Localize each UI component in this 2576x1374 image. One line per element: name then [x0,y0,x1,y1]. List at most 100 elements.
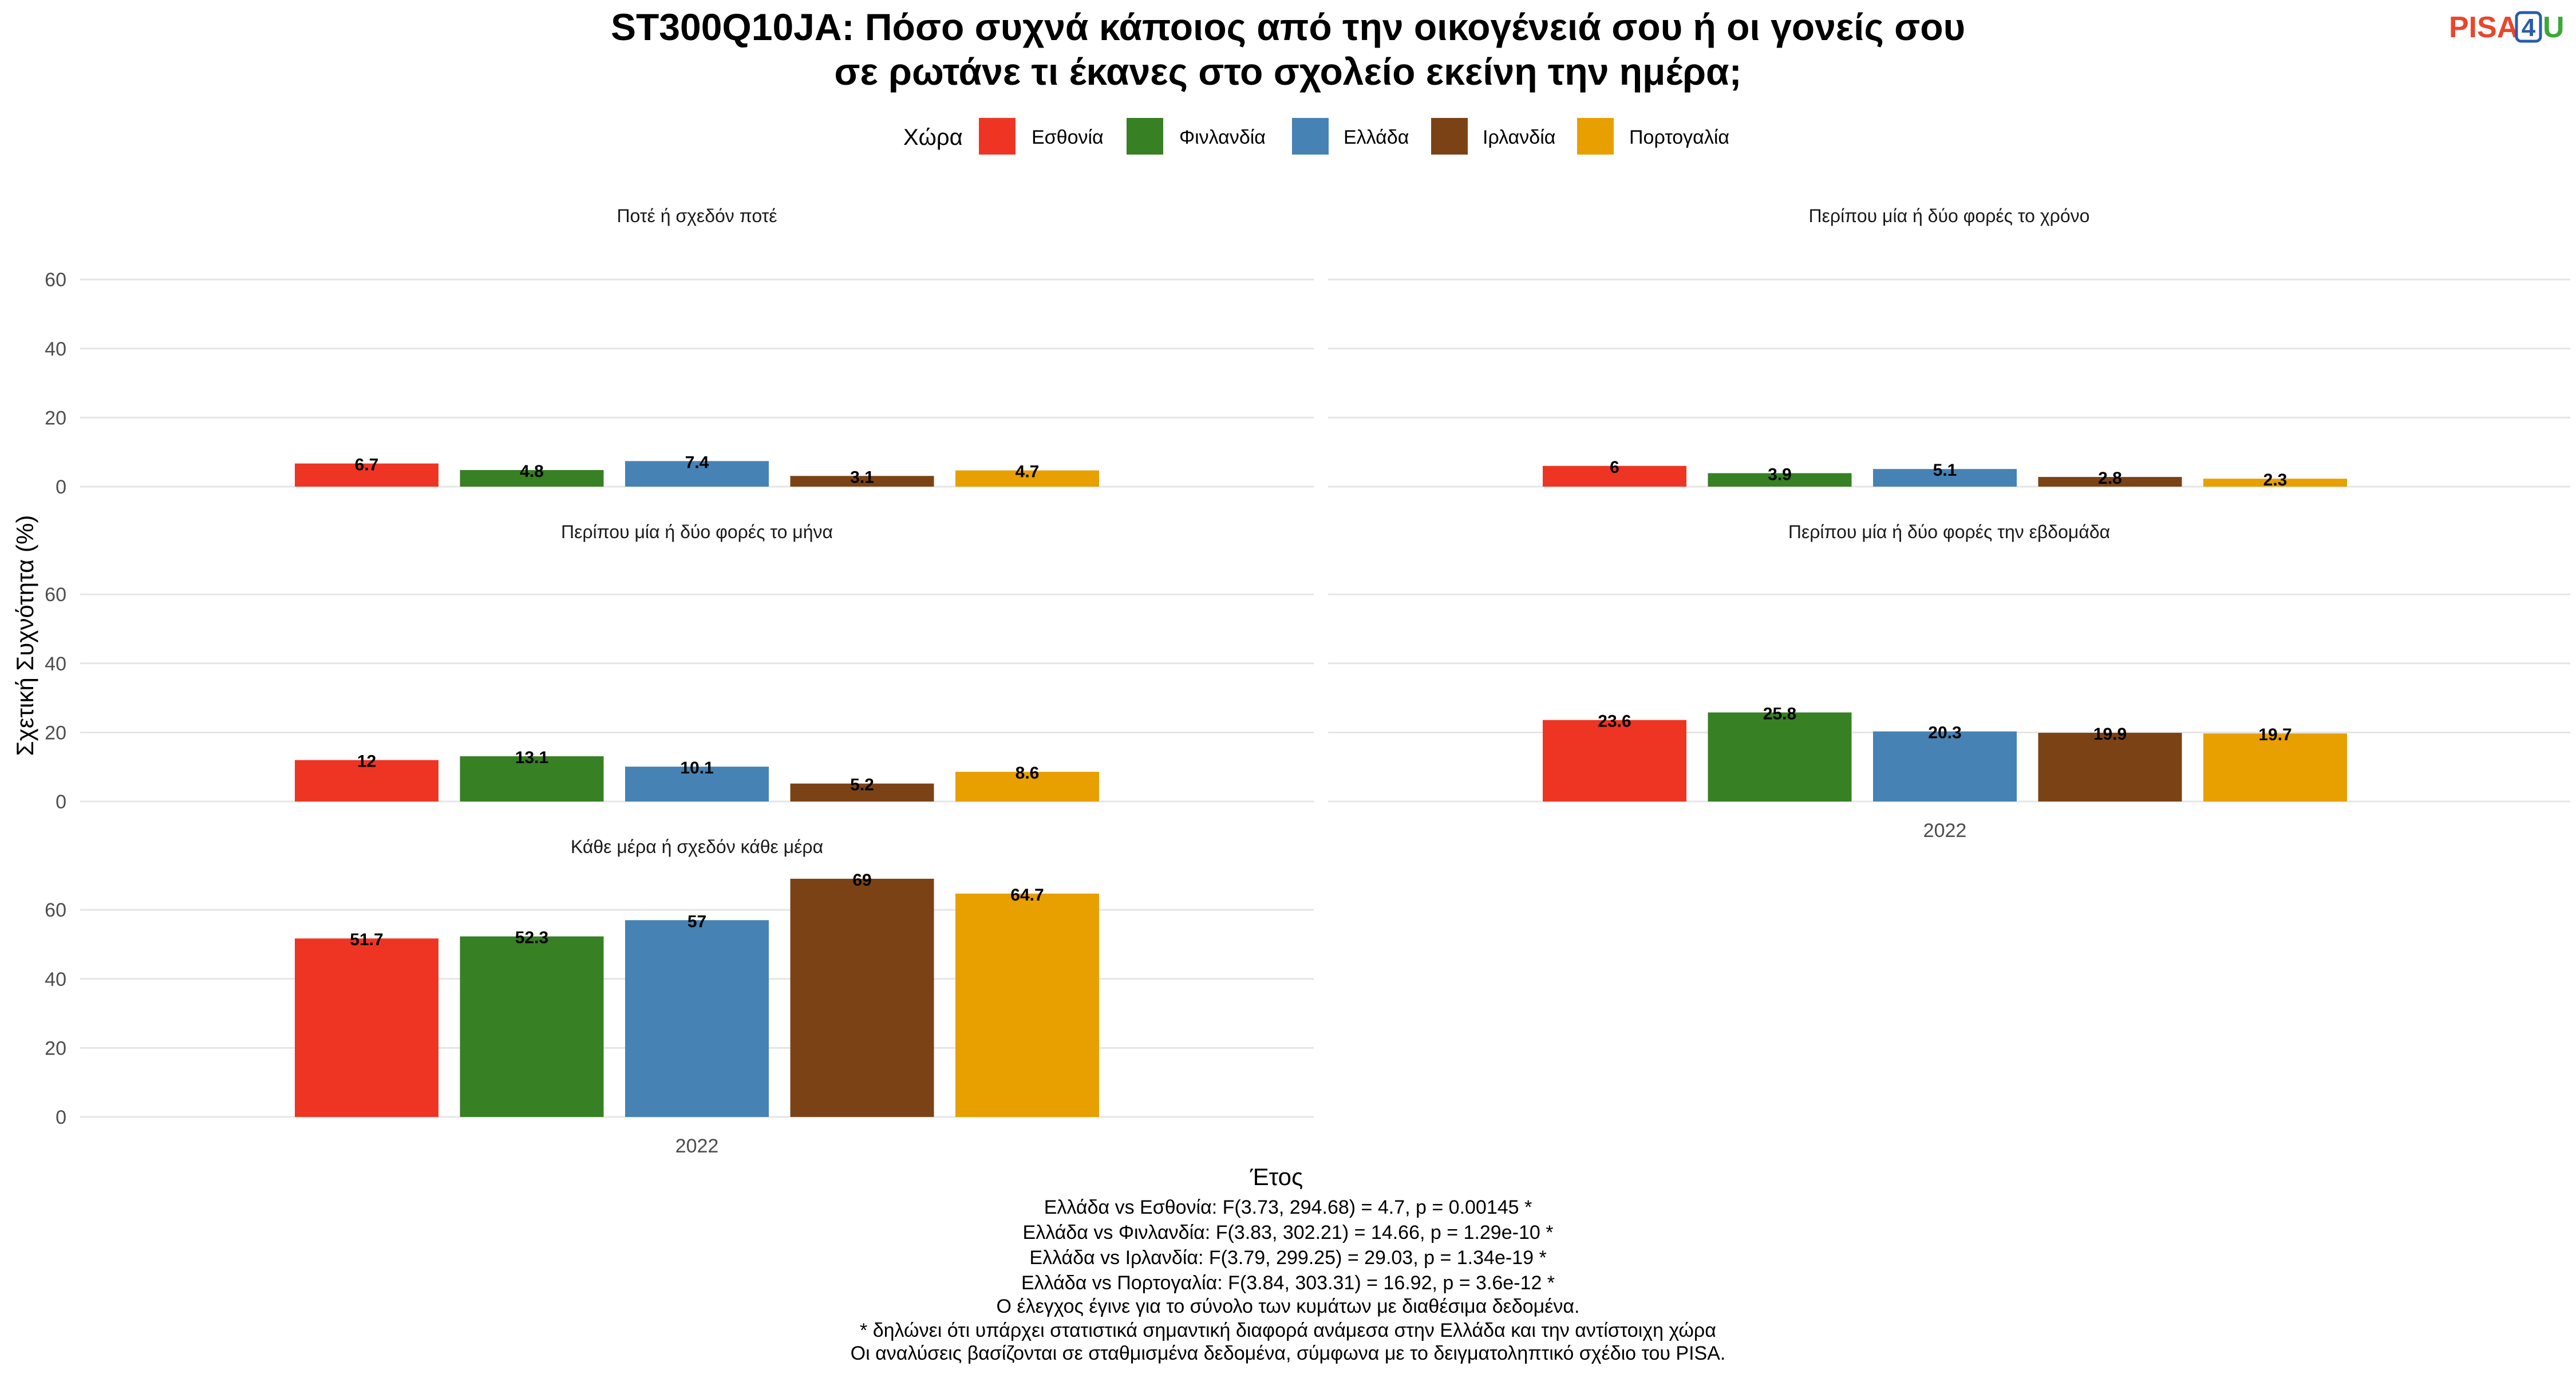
panel-5: Κάθε μέρα ή σχεδόν κάθε μέρα 0 20 40 60 51.7 5… [45,836,1314,1157]
y-tick-label: 20 [45,407,66,429]
y-tick-label: 0 [56,1107,66,1128]
data-label: 25.8 [1763,704,1796,723]
bar-φινλανδία [460,470,604,487]
panel-3-title: Περίπου μία ή δύο φορές το μήνα [561,522,833,542]
data-label: 19.7 [2258,725,2291,744]
y-tick-label: 60 [45,584,66,606]
data-label: 2.3 [2263,471,2287,489]
note-line-6: * δηλώνει ότι υπάρχει στατιστικά σημαντι… [860,1320,1716,1341]
legend-swatch-greece [1292,118,1329,155]
logo-text-u: U [2543,11,2565,44]
legend-swatch-estonia [979,118,1016,155]
bar-ιρλανδία [790,476,934,487]
legend-label-portugal: Πορτογαλία [1629,127,1729,148]
data-label: 5.2 [850,776,874,795]
bar-πορτογαλία [2203,733,2347,802]
bar-ελλάδα [1873,469,2017,487]
y-tick-label: 0 [56,791,66,813]
notes: Ελλάδα vs Εσθονία: F(3.73, 294.68) = 4.7… [851,1197,1726,1364]
panel-4-title: Περίπου μία ή δύο φορές την εβδομάδα [1788,522,2110,542]
legend: Χώρα Εσθονία Φινλανδία Ελλάδα Ιρλανδία Π… [903,118,1729,155]
panel-4: Περίπου μία ή δύο φορές την εβδομάδα 23.6… [1328,522,2570,842]
data-label: 10.1 [680,759,713,777]
note-line-2: Ελλάδα vs Φινλανδία: F(3.83, 302.21) = 1… [1023,1222,1554,1243]
bar-εσθονία [295,938,438,1117]
data-label: 64.7 [1010,886,1044,905]
data-label: 23.6 [1598,712,1631,731]
data-label: 20.3 [1928,724,1961,743]
data-label: 13.1 [515,748,548,767]
bar-εσθονία [295,463,438,487]
y-tick-label: 20 [45,722,66,744]
note-line-7: Οι αναλύσεις βασίζονται σε σταθμισμένα δ… [851,1343,1726,1364]
note-line-5: Ο έλεγχος έγινε για το σύνολο των κυμάτω… [997,1296,1580,1317]
legend-title: Χώρα [903,125,963,150]
data-label: 2.8 [2098,469,2122,488]
data-label: 52.3 [515,929,548,947]
bar-πορτογαλία [955,470,1099,487]
bar-φινλανδία [460,756,604,802]
bar-πορτογαλία [955,893,1099,1117]
panel-2: Περίπου μία ή δύο φορές το χρόνο 6 3.9 5.1 2… [1328,206,2570,489]
bar-πορτογαλία [955,772,1099,802]
bar-ιρλανδία [790,878,934,1117]
data-label: 4.8 [520,462,544,481]
chart-title-line-1: ST300Q10JA: Πόσο συχνά κάποιος από την ο… [611,6,1965,48]
y-tick-label: 0 [56,476,66,498]
panel-1-title: Ποτέ ή σχεδόν ποτέ [617,206,777,226]
y-tick-label: 40 [45,653,66,675]
chart-title-line-2: σε ρωτάνε τι έκανες στο σχολείο εκείνη τ… [834,50,1741,93]
bar-ιρλανδία [2038,733,2182,802]
bar-ιρλανδία [2038,477,2182,487]
note-line-3: Ελλάδα vs Ιρλανδία: F(3.79, 299.25) = 29… [1029,1247,1546,1269]
bar-εσθονία [1543,465,1686,487]
data-label: 6 [1610,458,1619,477]
y-tick-label: 60 [45,899,66,921]
legend-swatch-portugal [1577,118,1614,155]
data-label: 4.7 [1016,463,1040,481]
data-label: 5.1 [1933,461,1957,480]
data-label: 69 [852,871,871,890]
data-label: 51.7 [350,930,383,949]
x-axis-title: Έτος [1250,1163,1303,1190]
bar-πορτογαλία [2203,479,2347,487]
bar-ιρλανδία [790,783,934,802]
legend-swatch-finland [1127,118,1163,155]
logo-text-pisa: PISA [2449,11,2518,44]
data-label: 3.9 [1768,465,1792,484]
panel-5-title: Κάθε μέρα ή σχεδόν κάθε μέρα [571,836,823,857]
note-line-1: Ελλάδα vs Εσθονία: F(3.73, 294.68) = 4.7… [1044,1197,1532,1218]
legend-label-ireland: Ιρλανδία [1483,127,1555,148]
data-label: 6.7 [355,456,379,475]
x-tick-label: 2022 [675,1135,719,1157]
data-label: 7.4 [685,453,709,472]
bar-εσθονία [295,760,438,802]
bar-φινλανδία [1708,473,1852,487]
note-line-4: Ελλάδα vs Πορτογαλία: F(3.84, 303.31) = … [1021,1272,1555,1294]
y-axis-title: Σχετική Συχνότητα (%) [11,515,38,756]
panel-2-title: Περίπου μία ή δύο φορές το χρόνο [1809,206,2090,226]
x-tick-label: 2022 [1923,820,1967,842]
bar-ελλάδα [625,920,769,1117]
bar-εσθονία [1543,720,1686,802]
data-label: 57 [688,912,706,931]
data-label: 19.9 [2093,725,2127,744]
legend-label-estonia: Εσθονία [1032,127,1104,148]
panel-3: Περίπου μία ή δύο φορές το μήνα 0 20 40 60 12… [45,522,1314,813]
bar-ελλάδα [1873,731,2017,802]
legend-label-greece: Ελλάδα [1344,127,1409,148]
bar-φινλανδία [460,936,604,1117]
y-tick-label: 20 [45,1037,66,1059]
bar-ελλάδα [625,767,769,802]
data-label: 3.1 [850,468,874,487]
bar-ελλάδα [625,461,769,487]
panel-1: Ποτέ ή σχεδόν ποτέ 0 20 40 60 6.7 4.8 7.4 3.1 4.7 [45,206,1314,498]
pisa4u-logo: PISA 4 U [2449,11,2565,44]
y-tick-label: 40 [45,969,66,990]
y-tick-label: 60 [45,269,66,291]
logo-text-4: 4 [2522,14,2536,42]
legend-label-finland: Φινλανδία [1179,127,1266,148]
data-label: 12 [357,752,376,771]
